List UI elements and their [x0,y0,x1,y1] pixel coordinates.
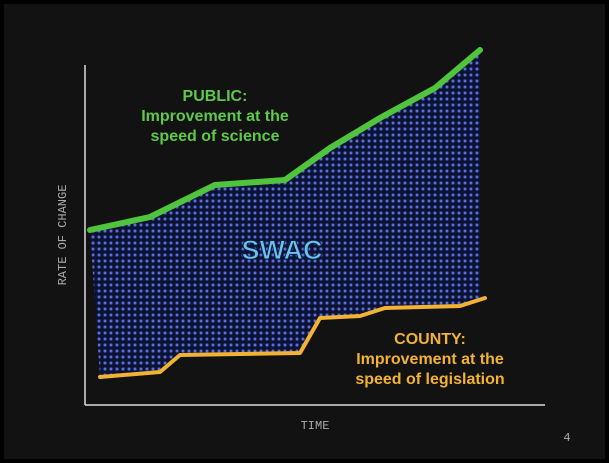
y-axis-label: RATE OF CHANGE [56,185,70,286]
county-text: speed of legislation [355,371,504,388]
public-text: Improvement at the [141,108,289,125]
page-number: 4 [563,431,570,445]
public-title: PUBLIC: [183,88,248,105]
county-line [98,296,487,379]
swac-label: SWAC [242,235,323,265]
county-title: COUNTY: [394,331,466,348]
public-text: speed of science [151,128,280,145]
public-line [87,47,483,233]
x-axis-label: TIME [301,419,330,433]
swac-area [90,50,480,377]
county-text: Improvement at the [356,351,504,368]
